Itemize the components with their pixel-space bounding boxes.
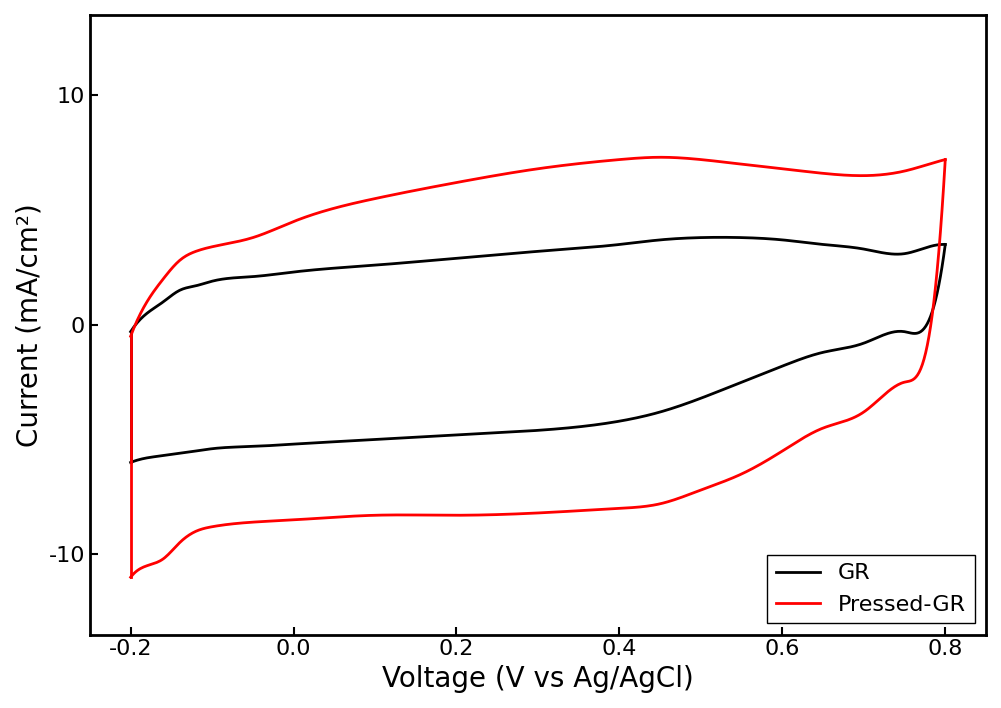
Legend: GR, Pressed-GR: GR, Pressed-GR [767,554,975,624]
Y-axis label: Current (mA/cm²): Current (mA/cm²) [15,203,43,447]
X-axis label: Voltage (V vs Ag/AgCl): Voltage (V vs Ag/AgCl) [382,665,694,693]
